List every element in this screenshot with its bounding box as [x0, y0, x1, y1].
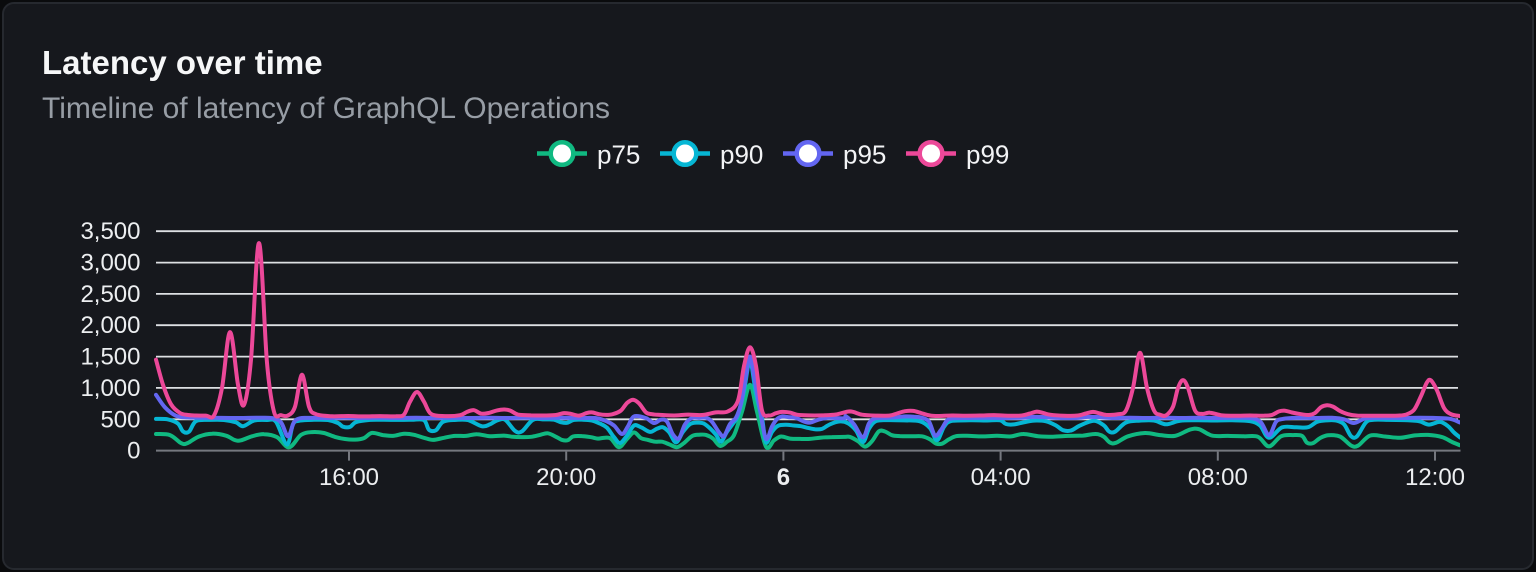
svg-text:16:00: 16:00	[319, 464, 379, 491]
svg-text:6: 6	[777, 464, 790, 491]
svg-text:20:00: 20:00	[536, 464, 596, 491]
svg-text:p99: p99	[966, 140, 1009, 170]
svg-text:04:00: 04:00	[971, 464, 1031, 491]
svg-text:1,500: 1,500	[80, 344, 140, 371]
svg-text:3,000: 3,000	[80, 250, 140, 277]
svg-text:p95: p95	[843, 140, 886, 170]
svg-text:3,500: 3,500	[80, 218, 140, 245]
svg-text:p75: p75	[597, 140, 640, 170]
svg-text:08:00: 08:00	[1188, 464, 1248, 491]
svg-text:2,000: 2,000	[80, 312, 140, 339]
svg-text:12:00: 12:00	[1405, 464, 1465, 491]
svg-text:1,000: 1,000	[80, 375, 140, 402]
svg-text:500: 500	[100, 406, 140, 433]
svg-text:2,500: 2,500	[80, 281, 140, 308]
svg-text:0: 0	[127, 438, 140, 465]
svg-text:p90: p90	[720, 140, 763, 170]
